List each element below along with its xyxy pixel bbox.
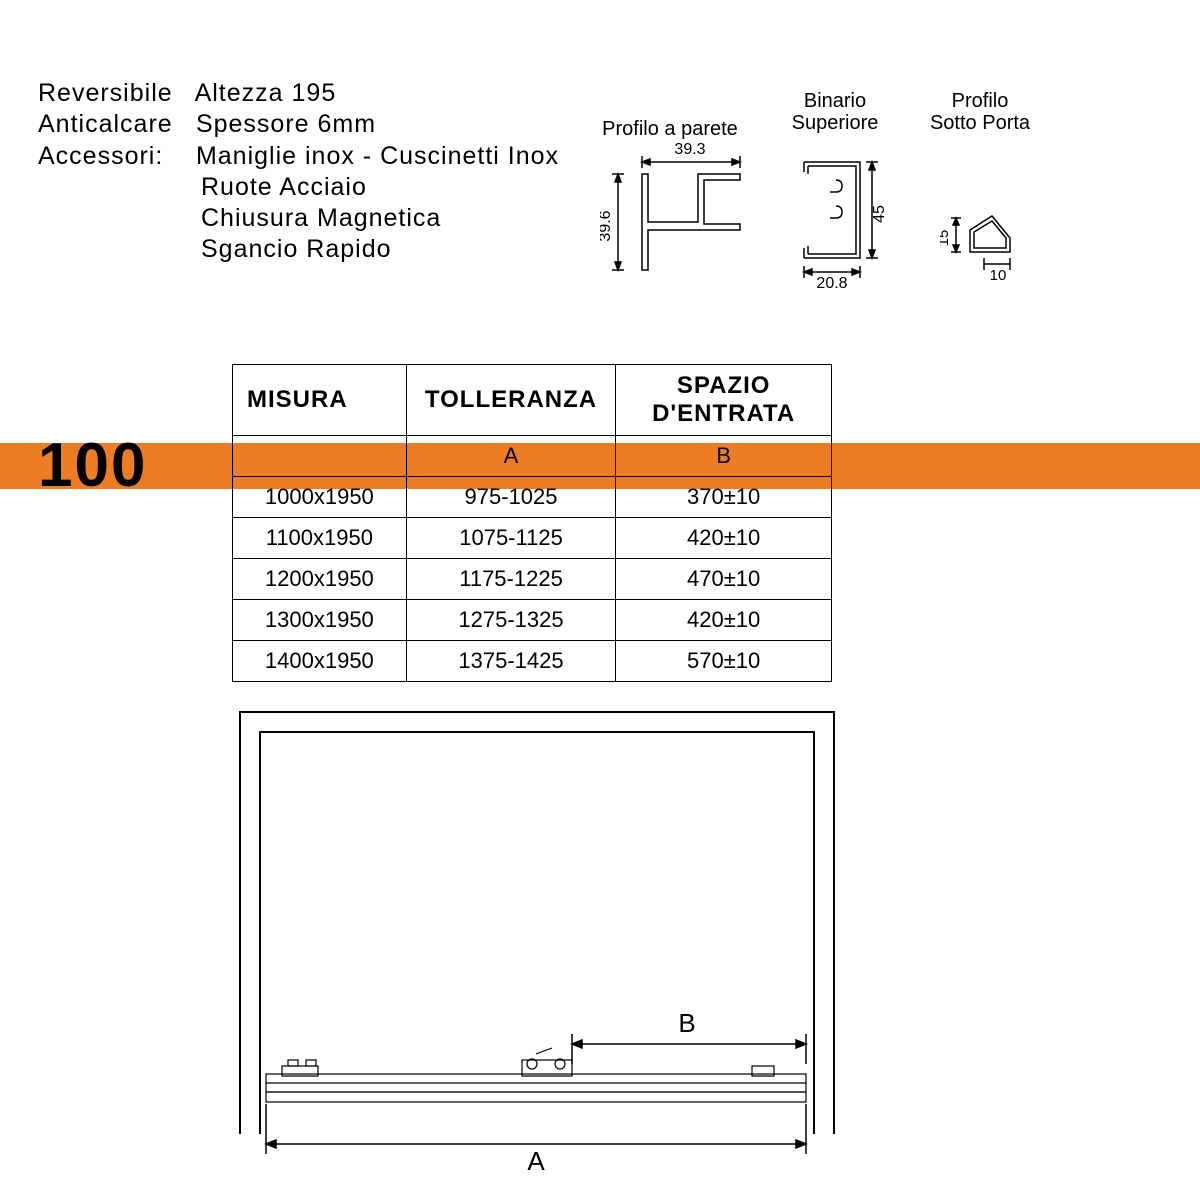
table-cell-entr: 420±10 — [616, 600, 832, 641]
spec-accessori-4: Sgancio Rapido — [201, 234, 559, 265]
spec-accessori-label: Accessori: — [38, 141, 188, 172]
table-cell-misura: 1100x1950 — [233, 518, 407, 559]
plan-diagram: B A — [232, 704, 842, 1174]
profile-sotto-dim-w: 10 — [990, 267, 1007, 284]
table-cell-toll: 975-1025 — [406, 477, 616, 518]
spec-accessori-1: Maniglie inox - Cuscinetti Inox — [196, 142, 559, 170]
profile-parete-drawing: 39.3 39.6 — [600, 142, 760, 282]
table-cell-entr: 420±10 — [616, 518, 832, 559]
th-tolleranza: TOLLERANZA — [406, 365, 616, 436]
profile-sotto-label-2: Sotto Porta — [915, 112, 1045, 135]
profile-binario-dim-w: 20.8 — [816, 275, 847, 290]
spec-reversibile: Reversibile — [38, 78, 188, 109]
profile-binario-label-1: Binario — [775, 90, 895, 113]
spec-accessori-2: Ruote Acciaio — [201, 172, 559, 203]
table-cell-toll: 1275-1325 — [406, 600, 616, 641]
table-subheader-row: A B — [233, 436, 832, 477]
table-cell-toll: 1175-1225 — [406, 559, 616, 600]
table-row: 1000x1950975-1025370±10 — [233, 477, 832, 518]
spec-spessore: Spessore 6mm — [196, 110, 376, 138]
table-cell-misura: 1300x1950 — [233, 600, 407, 641]
profile-parete-dim-w: 39.3 — [674, 142, 705, 158]
table-cell-misura: 1200x1950 — [233, 559, 407, 600]
profile-sotto-drawing: 15 10 — [940, 210, 1030, 290]
dimensions-table: MISURA TOLLERANZA SPAZIO D'ENTRATA A B 1… — [232, 364, 832, 682]
sub-spazio: B — [616, 436, 832, 477]
table-row: 1200x19501175-1225470±10 — [233, 559, 832, 600]
table-cell-entr: 370±10 — [616, 477, 832, 518]
profile-parete-dim-h: 39.6 — [600, 210, 614, 241]
th-misura: MISURA — [233, 365, 407, 436]
sub-misura — [233, 436, 407, 477]
profile-binario-label-2: Superiore — [775, 112, 895, 135]
spec-anticalcare: Anticalcare — [38, 109, 188, 140]
profile-sotto-dim-h: 15 — [940, 230, 952, 247]
table-row: 1100x19501075-1125420±10 — [233, 518, 832, 559]
table-cell-misura: 1400x1950 — [233, 641, 407, 682]
profile-binario-drawing: 45 20.8 — [790, 150, 900, 290]
table-cell-toll: 1075-1125 — [406, 518, 616, 559]
table-header-row: MISURA TOLLERANZA SPAZIO D'ENTRATA — [233, 365, 832, 436]
diagram-label-b: B — [678, 1008, 695, 1038]
spec-altezza: Altezza 195 — [195, 79, 337, 107]
profile-sotto-label-1: Profilo — [915, 90, 1045, 113]
profile-binario-dim-h: 45 — [871, 205, 888, 223]
big-size-number: 100 — [38, 430, 147, 501]
table-row: 1300x19501275-1325420±10 — [233, 600, 832, 641]
profile-parete-label: Profilo a parete — [585, 118, 755, 141]
table-row: 1400x19501375-1425570±10 — [233, 641, 832, 682]
table-cell-misura: 1000x1950 — [233, 477, 407, 518]
diagram-label-a: A — [527, 1146, 545, 1174]
specs-block: Reversibile Altezza 195 Anticalcare Spes… — [38, 78, 559, 266]
table-cell-entr: 570±10 — [616, 641, 832, 682]
table-cell-entr: 470±10 — [616, 559, 832, 600]
th-spazio: SPAZIO D'ENTRATA — [616, 365, 832, 436]
sub-tolleranza: A — [406, 436, 616, 477]
table-cell-toll: 1375-1425 — [406, 641, 616, 682]
spec-accessori-3: Chiusura Magnetica — [201, 203, 559, 234]
